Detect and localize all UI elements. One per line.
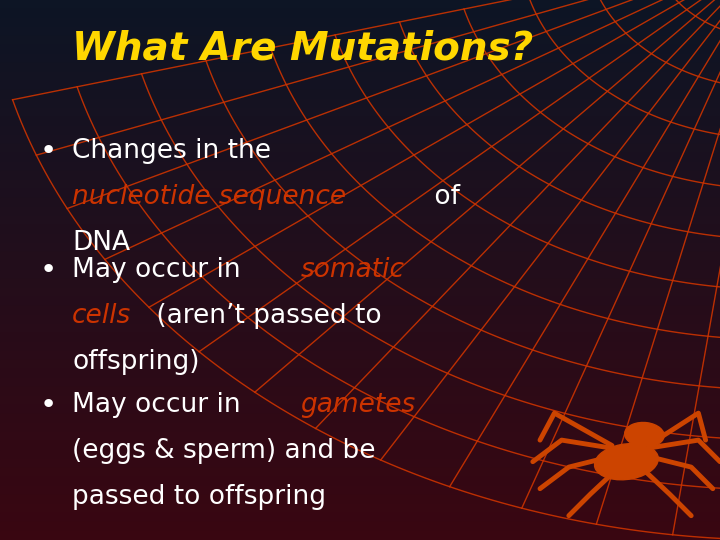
Bar [0, 45, 720, 54]
Text: cells: cells [72, 303, 131, 329]
Bar [0, 468, 720, 477]
Text: (aren’t passed to: (aren’t passed to [148, 303, 382, 329]
Bar [0, 90, 720, 99]
Bar [0, 81, 720, 90]
Bar [0, 234, 720, 243]
Bar [0, 117, 720, 126]
Text: May occur in: May occur in [72, 392, 249, 418]
Bar [0, 315, 720, 324]
Bar [0, 225, 720, 234]
Bar [0, 153, 720, 162]
Bar [0, 198, 720, 207]
Bar [0, 387, 720, 396]
Text: passed to offspring: passed to offspring [72, 484, 326, 510]
Bar [0, 324, 720, 333]
Bar [0, 378, 720, 387]
Bar [0, 189, 720, 198]
Bar [0, 216, 720, 225]
Bar [0, 405, 720, 414]
Bar [0, 243, 720, 252]
Bar [0, 0, 720, 9]
Bar [0, 63, 720, 72]
Bar [0, 486, 720, 495]
Text: •: • [40, 256, 57, 284]
Bar [0, 306, 720, 315]
Bar [0, 54, 720, 63]
Bar [0, 252, 720, 261]
Bar [0, 27, 720, 36]
Text: Changes in the: Changes in the [72, 138, 271, 164]
Text: What Are Mutations?: What Are Mutations? [72, 30, 533, 68]
Bar [0, 279, 720, 288]
Bar [0, 441, 720, 450]
Bar [0, 270, 720, 279]
Bar [0, 126, 720, 135]
Bar [0, 162, 720, 171]
Text: gametes: gametes [300, 392, 415, 418]
Ellipse shape [625, 422, 664, 447]
Bar [0, 18, 720, 27]
Bar [0, 297, 720, 306]
Text: DNA: DNA [72, 230, 130, 256]
Text: nucleotide sequence: nucleotide sequence [72, 184, 346, 210]
Bar [0, 369, 720, 378]
Bar [0, 351, 720, 360]
Text: somatic: somatic [300, 257, 405, 283]
Bar [0, 180, 720, 189]
Bar [0, 99, 720, 108]
Bar [0, 135, 720, 144]
Bar [0, 396, 720, 405]
Bar [0, 342, 720, 351]
Bar [0, 36, 720, 45]
Bar [0, 522, 720, 531]
Bar [0, 9, 720, 18]
Bar [0, 207, 720, 216]
Bar [0, 414, 720, 423]
Bar [0, 432, 720, 441]
Bar [0, 360, 720, 369]
Bar [0, 531, 720, 540]
Text: •: • [40, 391, 57, 419]
Text: •: • [40, 137, 57, 165]
Text: (eggs & sperm) and be: (eggs & sperm) and be [72, 438, 376, 464]
Bar [0, 72, 720, 81]
Text: May occur in: May occur in [72, 257, 249, 283]
Bar [0, 333, 720, 342]
Ellipse shape [595, 444, 658, 480]
Bar [0, 477, 720, 486]
Text: offspring): offspring) [72, 349, 199, 375]
Bar [0, 450, 720, 459]
Bar [0, 261, 720, 270]
Bar [0, 459, 720, 468]
Bar [0, 504, 720, 513]
Bar [0, 288, 720, 297]
Bar [0, 495, 720, 504]
Text: of: of [426, 184, 459, 210]
Bar [0, 513, 720, 522]
Bar [0, 144, 720, 153]
Bar [0, 171, 720, 180]
Bar [0, 423, 720, 432]
Bar [0, 108, 720, 117]
